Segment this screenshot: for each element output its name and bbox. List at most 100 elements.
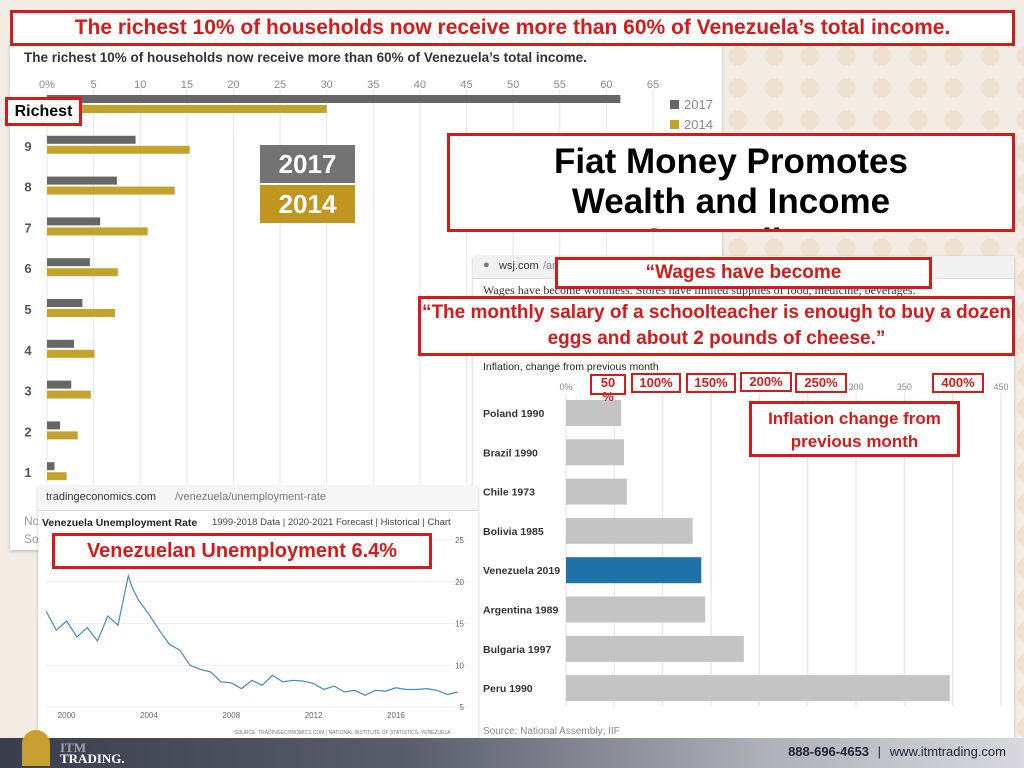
tick-label: 10: [134, 79, 146, 91]
pct-label-50: 50 %: [590, 374, 626, 404]
tick-label: 450: [993, 382, 1008, 392]
footer-contact: 888-696-4653 | www.itmtrading.com: [788, 744, 1006, 759]
tick-label: 20: [227, 79, 239, 91]
x-tick-label: 2012: [305, 711, 323, 720]
bar-2017-9: [47, 135, 136, 144]
bar-2017-4: [47, 339, 75, 348]
x-tick-label: 2000: [58, 711, 76, 720]
bar-2014-1: [47, 472, 67, 481]
income-chart-header: The richest 10% of households now receiv…: [24, 50, 587, 65]
unemployment-source: SOURCE: TRADINGECONOMICS.COM | NATIONAL …: [234, 730, 451, 736]
bar-2017-3: [47, 380, 72, 389]
bar-2017-6: [47, 258, 90, 267]
logo-text: ITM TRADING.: [60, 740, 125, 766]
inflation-source: Source: National Assembly; IIF: [483, 726, 620, 737]
y-tick-label: 5: [460, 703, 465, 712]
bar-2017-8: [47, 176, 117, 185]
tick-label: 60: [600, 79, 612, 91]
x-tick-label: 2004: [140, 711, 158, 720]
bar-2014-6: [47, 268, 118, 277]
income-source-fragment: So: [24, 532, 39, 546]
url-path[interactable]: /venezuela/unemployment-rate: [175, 491, 327, 503]
category-label: 7: [24, 220, 31, 235]
inflation-bar-chart: 0%50100150200250300350400450Poland 1990B…: [483, 382, 1009, 706]
unemployment-note: Venezuelan Unemployment 6.4%: [52, 533, 432, 569]
bar-2017-2: [47, 421, 61, 430]
category-label: 2: [24, 424, 31, 439]
bar-2017-7: [47, 217, 101, 226]
y-tick-label: 20: [455, 578, 464, 587]
category-label: 5: [24, 302, 31, 317]
legend-label-2014: 2014: [684, 117, 713, 132]
logo-line-1: ITM: [60, 740, 86, 755]
tick-label: 35: [367, 79, 379, 91]
legend-swatch-2014: [670, 120, 679, 129]
footer-separator: |: [877, 744, 882, 759]
tick-label: 300: [848, 382, 863, 392]
pct-label-200: 200%: [740, 372, 792, 392]
bar-bulgaria-1997: [566, 635, 744, 662]
category-label: 9: [24, 139, 31, 154]
income-source-fragment: No: [24, 514, 40, 528]
x-tick-label: 2016: [387, 711, 405, 720]
inflation-note: Inflation change from previous month: [749, 401, 960, 457]
y-tick-label: 10: [455, 661, 464, 670]
tick-label: 350: [897, 382, 912, 392]
unemployment-line: [45, 573, 458, 696]
bar-2014-4: [47, 349, 95, 358]
tick-label: 45: [460, 79, 472, 91]
country-label: Brazil 1990: [483, 447, 538, 459]
logo-icon: [22, 730, 50, 766]
pct-label-150: 150%: [686, 373, 736, 393]
category-label: 6: [24, 261, 31, 276]
bar-2017-5: [47, 299, 83, 307]
category-label: 4: [24, 343, 32, 358]
bar-2014-8: [47, 186, 175, 195]
footer-phone[interactable]: 888-696-4653: [788, 744, 870, 759]
unemployment-chart-card: tradingeconomics.com /venezuela/unemploy…: [38, 486, 478, 740]
income-bar-chart: 0% 5 10 15 20 25 30 35 40 45 50 55 60 659876543212017…: [24, 79, 713, 484]
legend-label-2017: 2017: [684, 97, 713, 112]
pct-label-250: 250%: [795, 373, 847, 393]
bar-2014-5: [47, 309, 116, 317]
url-domain[interactable]: wsj.com: [499, 260, 539, 272]
logo-line-2: TRADING.: [60, 751, 125, 766]
bar-2017-richest: [47, 95, 621, 103]
legend-swatch-2017: [670, 100, 679, 109]
top-banner: The richest 10% of households now receiv…: [10, 10, 1015, 46]
pct-label-100: 100%: [631, 373, 681, 393]
country-label: Chile 1973: [483, 487, 535, 499]
country-label: Poland 1990: [483, 408, 544, 420]
tick-label: 40: [414, 79, 426, 91]
inflation-chart-title: Inflation, change from previous month: [483, 361, 659, 373]
slide-title: Fiat Money Promotes Wealth and Income In…: [447, 133, 1015, 232]
bar-bolivia-1985: [566, 517, 693, 544]
category-label: 3: [24, 384, 31, 399]
pct-label-400: 400%: [932, 373, 984, 393]
unemployment-chart-title: Venezuela Unemployment Rate: [42, 517, 198, 529]
wages-quote: “Wages have become: [555, 257, 932, 289]
x-tick-label: 2008: [222, 711, 240, 720]
tick-label: 55: [554, 79, 566, 91]
tick-label: 65: [647, 79, 659, 91]
unemployment-chart-subtitle: 1999-2018 Data | 2020-2021 Forecast | Hi…: [212, 517, 451, 528]
category-label: 8: [24, 180, 31, 195]
country-label: Venezuela 2019: [483, 565, 560, 577]
country-label: Bulgaria 1997: [483, 644, 551, 656]
category-label: 1: [24, 465, 31, 480]
bar-chile-1973: [566, 478, 627, 505]
lock-icon: ●: [483, 259, 490, 271]
bar-argentina-1989: [566, 596, 706, 623]
salary-quote: “The monthly salary of a schoolteacher i…: [418, 296, 1015, 356]
footer-website[interactable]: www.itmtrading.com: [889, 744, 1006, 759]
y-tick-label: 25: [455, 536, 464, 545]
tick-label: 25: [274, 79, 286, 91]
year-2014-callout: 2014: [260, 185, 355, 223]
tick-label: 0%: [559, 382, 572, 392]
bar-poland-1990: [566, 400, 622, 426]
tick-label: 30: [321, 79, 333, 91]
y-tick-label: 15: [455, 620, 464, 629]
unemployment-line-chart: 25 20 15 10 5 2000 2004 2008 2012 2016: [45, 536, 468, 720]
bar-peru-1990: [566, 675, 950, 702]
url-domain[interactable]: tradingeconomics.com: [46, 491, 157, 503]
